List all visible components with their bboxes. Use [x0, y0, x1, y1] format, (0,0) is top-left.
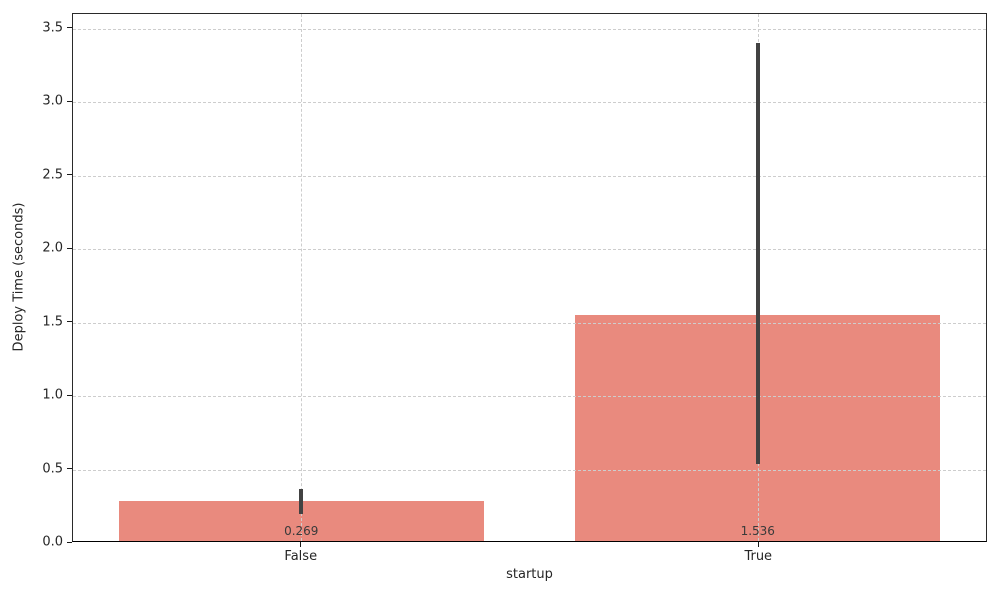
error-bar-false — [299, 488, 304, 514]
y-gridline — [73, 469, 986, 471]
y-tick — [67, 174, 72, 176]
y-gridline — [73, 322, 986, 324]
x-tick-label-false: False — [284, 549, 318, 564]
y-tick-label: 2.5 — [42, 167, 63, 183]
x-tick — [300, 542, 302, 547]
x-gridline — [301, 14, 303, 541]
y-tick — [67, 468, 72, 470]
plot-area: 0.269 1.536 — [72, 13, 987, 542]
y-tick-label: 1.0 — [42, 387, 63, 403]
error-bar-true — [755, 43, 760, 464]
y-tick-label: 3.5 — [42, 20, 63, 36]
y-gridline — [73, 396, 986, 398]
x-axis-label: startup — [506, 567, 553, 582]
x-tick — [757, 542, 759, 547]
y-gridline — [73, 175, 986, 177]
x-tick-label-true: True — [744, 549, 773, 564]
y-gridline — [73, 102, 986, 104]
y-tick — [67, 247, 72, 249]
y-tick — [67, 541, 72, 543]
y-tick-label: 0.5 — [42, 461, 63, 477]
y-tick-label: 3.0 — [42, 93, 63, 109]
bar-value-label: 0.269 — [284, 524, 319, 538]
y-axis-label: Deploy Time (seconds) — [11, 202, 27, 352]
bar-value-label: 1.536 — [740, 524, 775, 538]
y-tick — [67, 100, 72, 102]
y-tick — [67, 27, 72, 29]
y-tick — [67, 321, 72, 323]
y-tick-label: 1.5 — [42, 314, 63, 330]
y-tick-label: 0.0 — [42, 534, 63, 550]
y-tick — [67, 394, 72, 396]
y-gridline — [73, 249, 986, 251]
y-gridline — [73, 28, 986, 30]
y-tick-label: 2.0 — [42, 240, 63, 256]
